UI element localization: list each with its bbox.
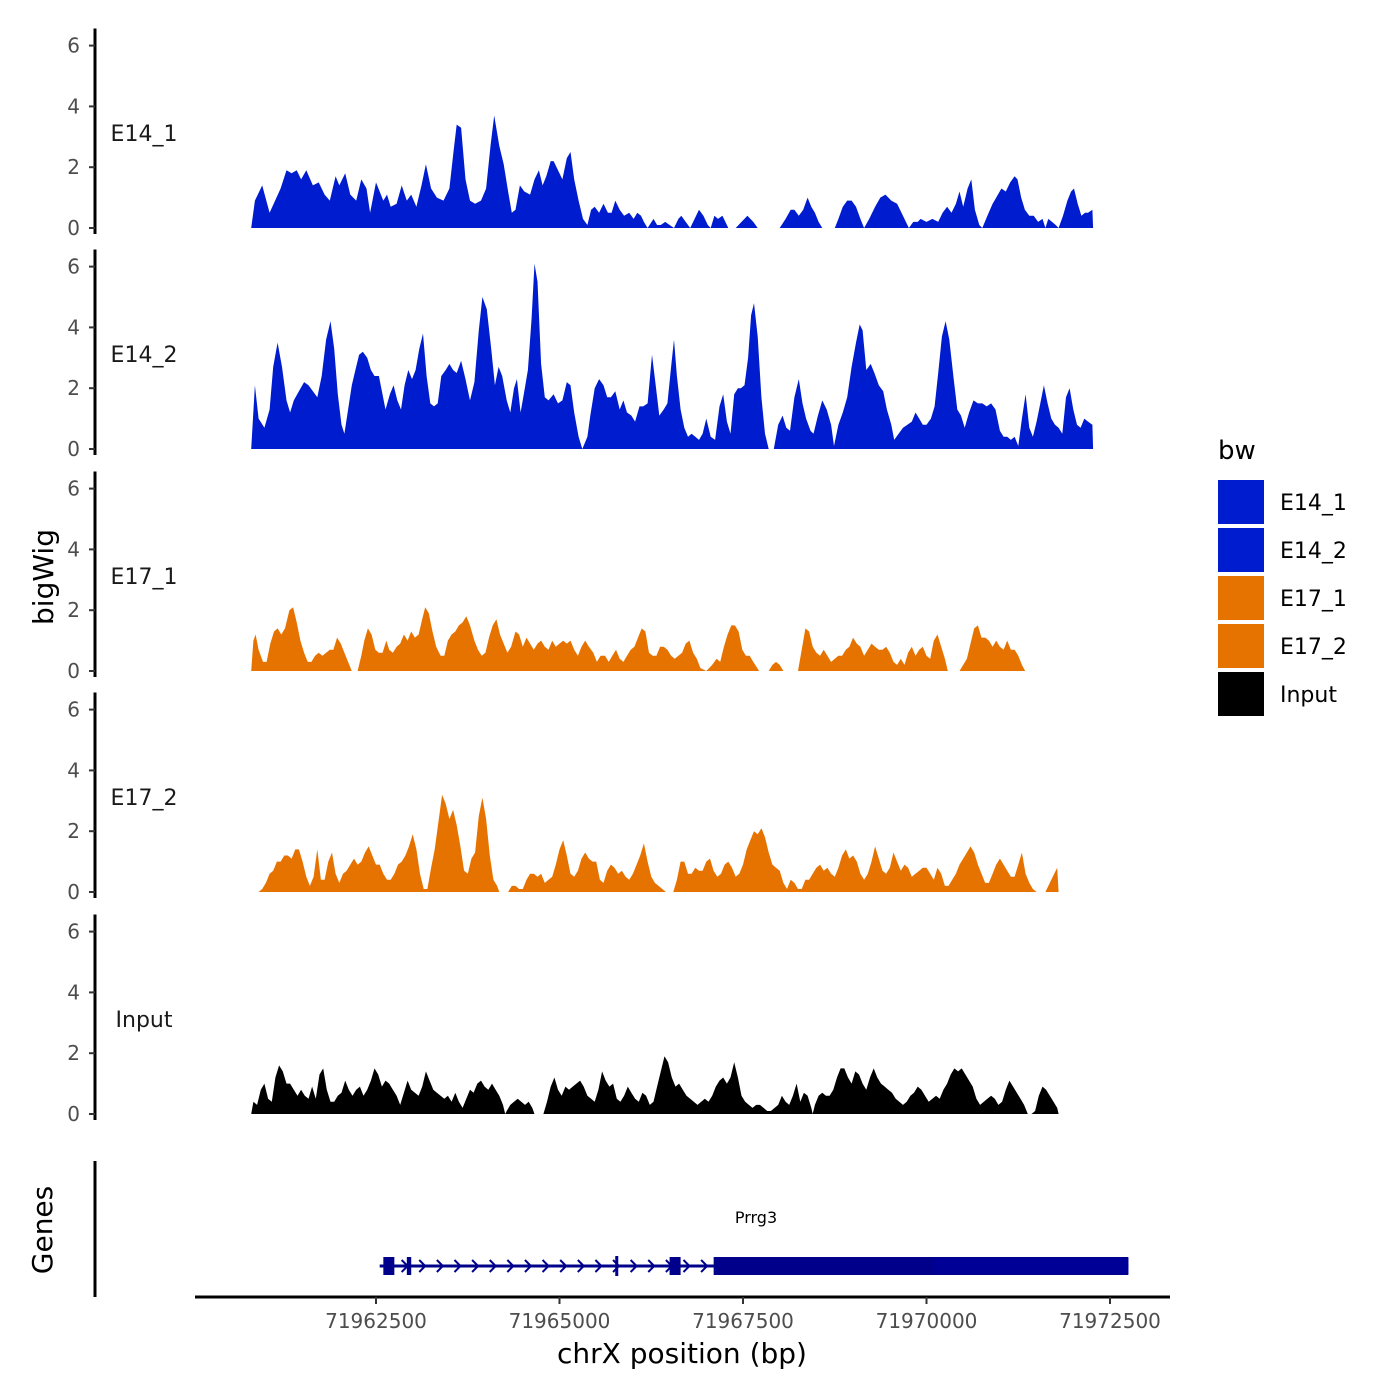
coverage-area-E17_2 [258, 794, 1059, 892]
y-tick-label: 0 [67, 659, 80, 683]
gene-exon [383, 1257, 395, 1275]
track-label: E17_2 [111, 786, 178, 811]
track-Input: 0 2 4 6 Input [67, 914, 1059, 1126]
x-tick-label: 71962500 [325, 1309, 427, 1333]
legend-label: E17_2 [1280, 635, 1347, 660]
genes-axis-title: Genes [26, 1186, 59, 1274]
gene-exon [669, 1257, 681, 1275]
legend-label: E14_2 [1280, 539, 1347, 564]
y-tick-label: 4 [67, 94, 80, 118]
strand-chevron [471, 1259, 480, 1273]
track-E17_1: 0 2 4 6 E17_1 [67, 471, 1026, 683]
y-tick-label: 6 [67, 255, 80, 279]
track-label: E17_1 [111, 565, 178, 590]
x-tick-label: 71970000 [876, 1309, 978, 1333]
track-label: E14_1 [111, 122, 178, 147]
x-axis: chrX position (bp) 71962500 71965000 71967… [195, 1295, 1170, 1370]
y-tick-label: 0 [67, 437, 80, 461]
strand-chevron [647, 1259, 656, 1273]
y-tick-label: 2 [67, 1041, 80, 1065]
genes-layer: Genes Prrg3 [26, 1161, 1129, 1297]
track-label: E14_2 [111, 343, 178, 368]
track-label: Input [116, 1008, 173, 1033]
coverage-area-E17_1 [251, 607, 1026, 671]
strand-chevron [506, 1259, 515, 1273]
legend-key-Input [1218, 672, 1264, 716]
strand-chevron [524, 1259, 533, 1273]
legend-label: Input [1280, 683, 1337, 708]
y-tick-label: 2 [67, 155, 80, 179]
legend-label: E14_1 [1280, 491, 1347, 516]
x-tick-label: 71965000 [509, 1309, 611, 1333]
legend: bw E14_1 E14_2 E17_1 E17_2 Input [1218, 436, 1347, 716]
gene-exon [406, 1257, 412, 1275]
gene-name-label: Prrg3 [735, 1208, 777, 1227]
legend-key-E17_1 [1218, 576, 1264, 620]
strand-chevron [488, 1259, 498, 1273]
legend-title: bw [1218, 436, 1256, 466]
y-tick-label: 0 [67, 216, 80, 240]
y-tick-label: 6 [67, 34, 80, 58]
x-axis-title: chrX position (bp) [557, 1337, 807, 1370]
coverage-area-E14_2 [251, 263, 1094, 449]
tracks-layer: 0 2 4 6 E14_1 0 2 4 6 E14_2 0 2 4 6 E17_1 0 2 4 6 E17_2 0 2 4 6… [67, 28, 1094, 1126]
strand-chevron [612, 1259, 621, 1273]
track-E14_2: 0 2 4 6 E14_2 [67, 249, 1094, 461]
strand-chevron [629, 1259, 639, 1273]
track-E17_2: 0 2 4 6 E17_2 [67, 692, 1059, 904]
track-E14_1: 0 2 4 6 E14_1 [67, 28, 1094, 240]
strand-chevron [577, 1259, 586, 1273]
strand-chevron [541, 1259, 550, 1273]
x-tick-label: 71967500 [692, 1309, 794, 1333]
strand-chevron [682, 1259, 691, 1273]
legend-key-E17_2 [1218, 624, 1264, 668]
y-tick-label: 4 [67, 537, 80, 561]
y-tick-label: 0 [67, 1102, 80, 1126]
y-axis-title: bigWig [27, 529, 60, 625]
y-tick-label: 0 [67, 880, 80, 904]
coverage-area-E14_1 [251, 115, 1094, 228]
y-tick-label: 6 [67, 920, 80, 944]
y-tick-label: 2 [67, 376, 80, 400]
y-tick-label: 2 [67, 598, 80, 622]
strand-chevron [559, 1259, 568, 1273]
strand-chevron [700, 1259, 709, 1273]
strand-chevron [418, 1259, 427, 1273]
legend-key-E14_1 [1218, 480, 1264, 524]
legend-label: E17_1 [1280, 587, 1347, 612]
y-tick-label: 4 [67, 980, 80, 1004]
gene-utr [933, 1258, 1129, 1274]
legend-key-E14_2 [1218, 528, 1264, 572]
y-tick-label: 2 [67, 819, 80, 843]
x-tick-label: 71972500 [1059, 1309, 1161, 1333]
strand-chevron [594, 1259, 603, 1273]
strand-chevron [453, 1259, 462, 1273]
strand-chevron [436, 1259, 445, 1273]
y-tick-label: 6 [67, 698, 80, 722]
y-tick-label: 4 [67, 758, 80, 782]
y-tick-label: 6 [67, 477, 80, 501]
y-tick-label: 4 [67, 315, 80, 339]
coverage-area-Input [251, 1056, 1059, 1114]
